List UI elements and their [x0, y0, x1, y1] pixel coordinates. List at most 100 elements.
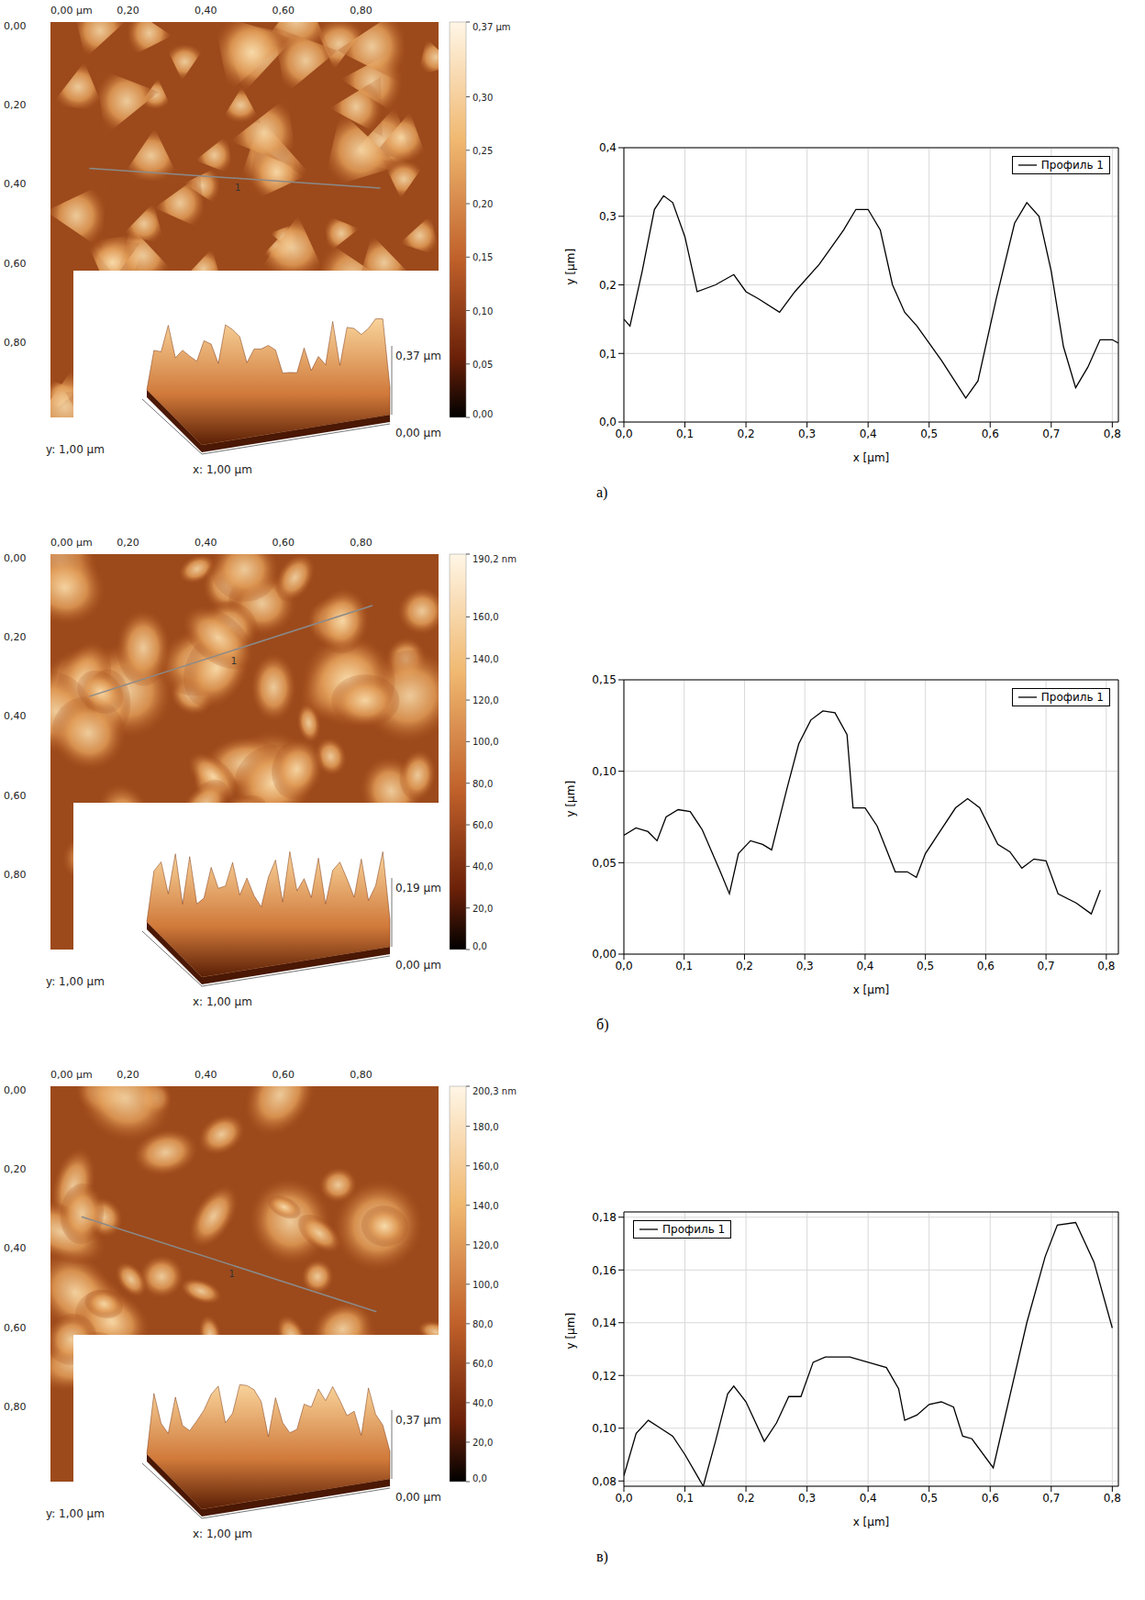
svg-text:y [µm]: y [µm]	[564, 1312, 578, 1350]
svg-text:0,19 µm: 0,19 µm	[395, 881, 442, 895]
svg-text:0,15: 0,15	[472, 252, 493, 263]
svg-text:x [µm]: x [µm]	[853, 451, 890, 465]
svg-text:0,40: 0,40	[3, 1242, 27, 1255]
svg-text:0,80: 0,80	[3, 336, 27, 349]
svg-text:0,16: 0,16	[591, 1264, 617, 1278]
svg-text:120,0: 120,0	[472, 1240, 500, 1251]
svg-text:0,20: 0,20	[116, 536, 140, 549]
svg-text:y: 1,00 µm: y: 1,00 µm	[45, 975, 105, 989]
svg-text:0,00: 0,00	[3, 20, 27, 33]
svg-text:0,05: 0,05	[591, 856, 617, 870]
svg-text:0,40: 0,40	[194, 536, 218, 549]
svg-text:x: 1,00 µm: x: 1,00 µm	[192, 1527, 253, 1541]
svg-text:0,2: 0,2	[735, 959, 754, 973]
svg-text:0,15: 0,15	[591, 673, 617, 687]
svg-text:140,0: 140,0	[472, 654, 500, 665]
svg-text:0,00: 0,00	[3, 552, 27, 565]
svg-text:1: 1	[234, 182, 241, 193]
svg-text:x [µm]: x [µm]	[853, 983, 890, 997]
svg-text:0,00: 0,00	[3, 1084, 27, 1097]
svg-text:0,0: 0,0	[614, 427, 633, 441]
svg-text:60,0: 60,0	[472, 820, 493, 831]
svg-text:0,20: 0,20	[3, 99, 27, 112]
svg-text:0,60: 0,60	[272, 1068, 296, 1081]
svg-text:200,3 nm: 200,3 nm	[472, 1086, 517, 1097]
svg-text:x: 1,00 µm: x: 1,00 µm	[192, 463, 253, 477]
svg-text:0,80: 0,80	[349, 1068, 373, 1081]
svg-text:0,10: 0,10	[591, 1422, 617, 1435]
svg-text:80,0: 80,0	[472, 1319, 493, 1330]
svg-text:0,1: 0,1	[676, 1491, 694, 1505]
svg-text:0,3: 0,3	[798, 427, 816, 441]
svg-text:0,2: 0,2	[737, 1491, 756, 1505]
svg-text:0,3: 0,3	[599, 210, 617, 223]
svg-text:0,30: 0,30	[472, 92, 493, 103]
svg-text:0,60: 0,60	[272, 536, 296, 549]
svg-text:0,00: 0,00	[472, 409, 493, 420]
svg-text:0,37 µm: 0,37 µm	[472, 22, 512, 33]
svg-text:y: 1,00 µm: y: 1,00 µm	[45, 1507, 105, 1521]
svg-text:0,08: 0,08	[591, 1475, 617, 1489]
svg-text:0,7: 0,7	[1042, 427, 1060, 441]
svg-text:0,05: 0,05	[472, 359, 493, 370]
svg-text:0,7: 0,7	[1037, 959, 1056, 973]
svg-text:0,0: 0,0	[599, 415, 617, 429]
svg-text:0,4: 0,4	[855, 959, 874, 973]
svg-text:0,20: 0,20	[3, 631, 27, 644]
svg-text:100,0: 100,0	[472, 1279, 500, 1290]
svg-text:0,25: 0,25	[472, 145, 493, 156]
svg-text:0,00 µm: 0,00 µm	[395, 1490, 442, 1504]
svg-text:20,0: 20,0	[472, 903, 493, 914]
svg-text:0,20: 0,20	[472, 199, 493, 210]
svg-text:0,00 µm: 0,00 µm	[50, 1068, 93, 1081]
svg-text:140,0: 140,0	[472, 1200, 500, 1212]
svg-text:0,0: 0,0	[472, 941, 488, 952]
svg-text:x: 1,00 µm: x: 1,00 µm	[192, 995, 253, 1009]
svg-text:100,0: 100,0	[472, 736, 500, 747]
svg-text:0,1: 0,1	[675, 959, 693, 973]
svg-text:0,80: 0,80	[349, 536, 373, 549]
svg-text:0,20: 0,20	[116, 4, 140, 17]
svg-text:0,20: 0,20	[3, 1163, 27, 1176]
svg-text:0,18: 0,18	[591, 1211, 617, 1224]
svg-text:0,60: 0,60	[3, 257, 27, 270]
svg-text:0,00 µm: 0,00 µm	[50, 4, 93, 17]
svg-text:y [µm]: y [µm]	[564, 780, 578, 818]
svg-text:x [µm]: x [µm]	[853, 1515, 890, 1529]
svg-text:0,00: 0,00	[591, 947, 617, 961]
svg-text:0,5: 0,5	[920, 427, 938, 441]
svg-text:0,00 µm: 0,00 µm	[50, 536, 93, 549]
svg-text:0,60: 0,60	[3, 789, 27, 802]
svg-text:0,3: 0,3	[796, 959, 814, 973]
svg-text:0,80: 0,80	[3, 868, 27, 881]
svg-text:0,60: 0,60	[3, 1322, 27, 1334]
svg-text:0,0: 0,0	[472, 1473, 488, 1484]
svg-text:160,0: 160,0	[472, 1161, 500, 1172]
svg-text:0,0: 0,0	[614, 1491, 633, 1505]
svg-text:40,0: 40,0	[472, 861, 493, 872]
svg-text:0,80: 0,80	[3, 1400, 27, 1413]
svg-text:0,8: 0,8	[1097, 959, 1115, 973]
svg-text:0,6: 0,6	[977, 959, 995, 973]
svg-text:60,0: 60,0	[472, 1358, 493, 1369]
svg-text:160,0: 160,0	[472, 611, 500, 623]
svg-text:0,40: 0,40	[3, 710, 27, 723]
svg-text:0,6: 0,6	[981, 427, 1000, 441]
svg-text:0,10: 0,10	[591, 765, 617, 779]
svg-text:120,0: 120,0	[472, 695, 500, 706]
svg-text:y [µm]: y [µm]	[564, 248, 578, 286]
svg-text:0,8: 0,8	[1103, 1491, 1122, 1505]
svg-text:0,2: 0,2	[599, 278, 617, 292]
svg-text:0,10: 0,10	[472, 306, 493, 317]
svg-text:0,8: 0,8	[1103, 427, 1122, 441]
svg-text:0,60: 0,60	[272, 4, 296, 17]
svg-text:0,7: 0,7	[1042, 1491, 1060, 1505]
svg-text:0,4: 0,4	[599, 141, 617, 155]
svg-text:0,6: 0,6	[981, 1491, 1000, 1505]
svg-text:0,0: 0,0	[614, 959, 633, 973]
svg-text:190,2 nm: 190,2 nm	[472, 554, 517, 565]
svg-text:0,3: 0,3	[798, 1491, 816, 1505]
svg-text:0,00 µm: 0,00 µm	[395, 426, 442, 440]
svg-text:0,80: 0,80	[349, 4, 373, 17]
svg-text:0,5: 0,5	[916, 959, 934, 973]
